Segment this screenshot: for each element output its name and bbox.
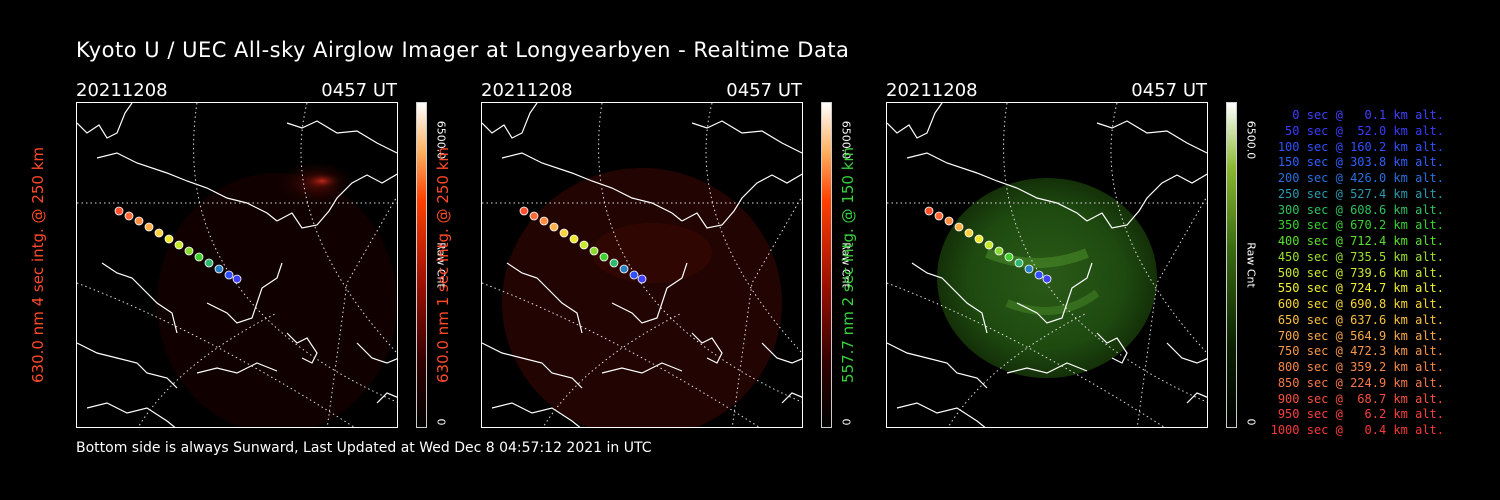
allsky-map: [481, 102, 803, 428]
legend-entry: 650 sec @ 637.6 km alt.: [1277, 312, 1444, 327]
legend-entry: 100 sec @ 160.2 km alt.: [1277, 139, 1444, 154]
panel-630-4sec: 20211208 0457 UT 630.0 nm 4 sec intg. @ …: [29, 80, 476, 432]
trajectory-legend: 0 sec @ 0.1 km alt. 50 sec @ 52.0 km alt.…: [1262, 108, 1444, 439]
panel-date: 20211208: [481, 80, 573, 101]
panel-date: 20211208: [886, 80, 978, 101]
panel-time: 0457 UT: [726, 80, 802, 101]
legend-entry: 450 sec @ 735.5 km alt.: [1277, 249, 1444, 264]
legend-entry: 50 sec @ 52.0 km alt.: [1285, 123, 1444, 138]
panel-630-1sec: 20211208 0457 UT 630.0 nm 1 sec intg. @ …: [434, 80, 881, 432]
legend-entry: 800 sec @ 359.2 km alt.: [1277, 360, 1444, 374]
page-title: Kyoto U / UEC All-sky Airglow Imager at …: [76, 38, 850, 62]
airglow-patch: [592, 223, 712, 283]
panel-ylabel: 630.0 nm 4 sec intg. @ 250 km: [29, 146, 47, 384]
panel-time: 0457 UT: [321, 80, 397, 101]
panel-time: 0457 UT: [1131, 80, 1207, 101]
airglow-bright: [304, 173, 340, 189]
legend-entry: 400 sec @ 712.4 km alt.: [1277, 234, 1444, 248]
colorbar: [821, 102, 832, 428]
graticule: [77, 103, 397, 427]
legend-entry: 150 sec @ 303.8 km alt.: [1277, 155, 1444, 170]
legend-entry: 850 sec @ 224.9 km alt.: [1277, 375, 1444, 390]
legend-entry: 250 sec @ 527.4 km alt.: [1277, 186, 1444, 201]
panel-date: 20211208: [76, 80, 168, 101]
coastline: [887, 103, 1207, 427]
legend-entry: 900 sec @ 68.7 km alt.: [1277, 391, 1444, 406]
legend-entry: 200 sec @ 426.0 km alt.: [1277, 171, 1444, 185]
trajectory-dots: [519, 206, 647, 284]
legend-entry: 950 sec @ 6.2 km alt.: [1277, 407, 1444, 422]
panel-557-2sec: 20211208 0457 UT 557.7 nm 2 sec intg. @ …: [839, 80, 1286, 432]
colorbar: [416, 102, 427, 428]
panel-ylabel: 630.0 nm 1 sec intg. @ 250 km: [434, 146, 452, 384]
coastline: [77, 103, 397, 427]
colorbar-min: 0: [434, 418, 448, 426]
colorbar-min: 0: [1244, 418, 1258, 426]
legend-entry: 350 sec @ 670.2 km alt.: [1277, 218, 1444, 233]
colorbar-unit: Raw Cnt: [1244, 242, 1258, 288]
panel-ylabel: 557.7 nm 2 sec intg. @ 150 km: [839, 146, 857, 384]
legend-entry: 750 sec @ 472.3 km alt.: [1277, 344, 1444, 359]
graticule: [887, 103, 1207, 427]
colorbar-min: 0: [839, 418, 853, 426]
airglow-arc: [1005, 289, 1100, 315]
coastline: [482, 103, 802, 427]
allsky-map: [76, 102, 398, 428]
legend-entry: 600 sec @ 690.8 km alt.: [1277, 297, 1444, 311]
graticule: [482, 103, 802, 427]
airglow-field: [502, 168, 782, 427]
legend-entry: 0 sec @ 0.1 km alt.: [1292, 108, 1444, 122]
colorbar: [1226, 102, 1237, 428]
airglow-field: [157, 173, 397, 427]
airglow-arc: [985, 248, 1089, 268]
legend-entry: 700 sec @ 564.9 km alt.: [1277, 328, 1444, 343]
trajectory-dots: [114, 206, 242, 284]
legend-entry: 1000 sec @ 0.4 km alt.: [1270, 423, 1444, 437]
legend-entry: 300 sec @ 608.6 km alt.: [1277, 202, 1444, 217]
legend-entry: 500 sec @ 739.6 km alt.: [1277, 265, 1444, 280]
legend-entry: 550 sec @ 724.7 km alt.: [1277, 281, 1444, 296]
trajectory-dots: [924, 206, 1052, 284]
footer-note: Bottom side is always Sunward, Last Upda…: [76, 440, 652, 456]
colorbar-max: 6500.0: [1244, 120, 1258, 160]
allsky-map: [886, 102, 1208, 428]
